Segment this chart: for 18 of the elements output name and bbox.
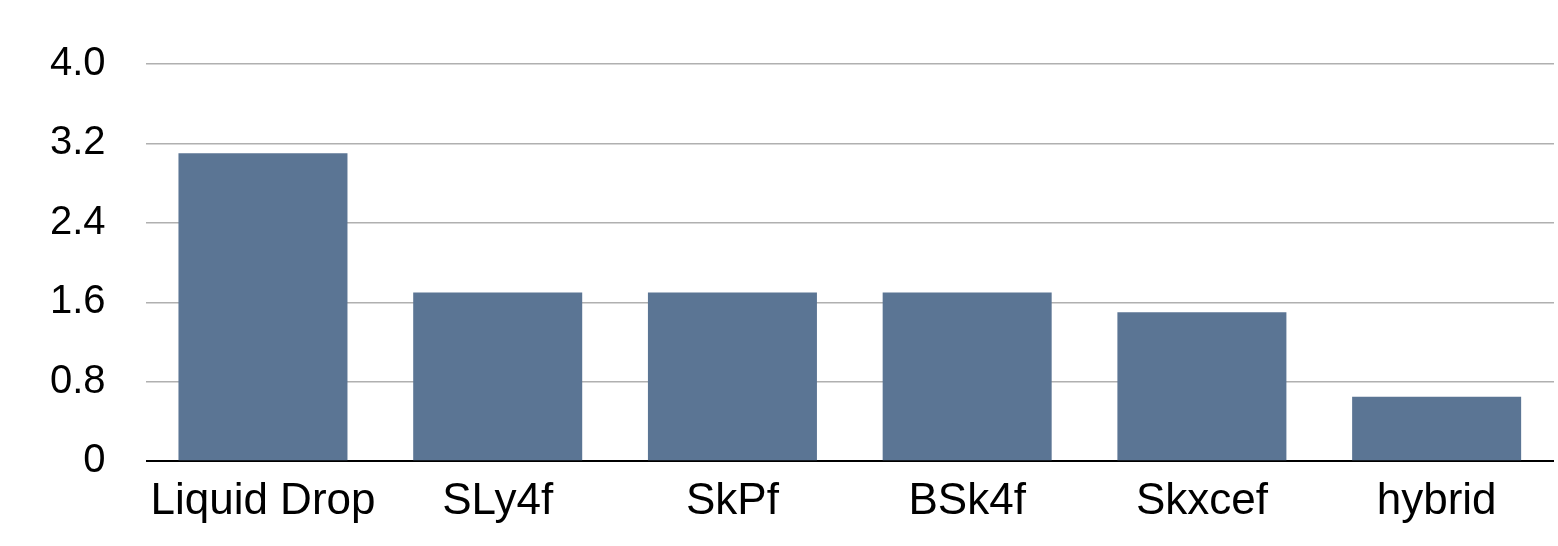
bar	[1352, 396, 1522, 461]
bar	[178, 153, 348, 461]
y-tick-label: 3.2	[50, 118, 106, 163]
x-tick-label: Liquid Drop	[150, 473, 376, 523]
bar	[647, 292, 817, 461]
bar	[1117, 312, 1287, 461]
x-tick-label: SkPf	[685, 473, 780, 523]
bar	[882, 292, 1052, 461]
y-tick-label: 0	[83, 436, 106, 481]
x-tick-label: Skxcef	[1135, 473, 1269, 523]
bar	[413, 292, 583, 461]
y-tick-label: 4.0	[50, 39, 106, 84]
x-tick-label: BSk4f	[908, 473, 1027, 523]
y-tick-label: 0.8	[50, 356, 106, 401]
x-tick-label: hybrid	[1376, 473, 1497, 523]
x-tick-label: SLy4f	[442, 473, 554, 523]
y-tick-label: 1.6	[50, 277, 106, 322]
y-tick-label: 2.4	[50, 197, 106, 242]
